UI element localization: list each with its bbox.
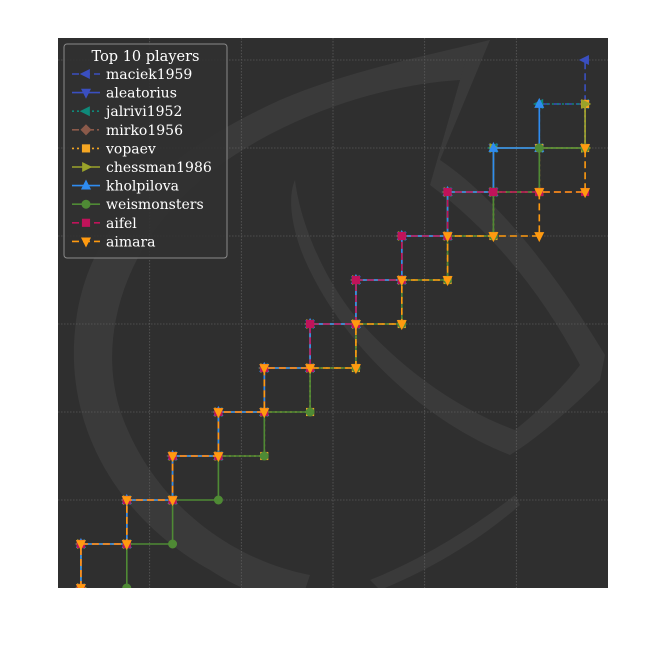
legend-marker <box>80 88 92 99</box>
legend-title: Top 10 players <box>92 49 200 65</box>
data-point <box>259 451 269 461</box>
legend-label: weismonsters <box>106 197 204 213</box>
legend-item: aleatorius <box>72 86 177 102</box>
data-point <box>580 188 591 199</box>
series-layer <box>74 54 592 588</box>
data-point <box>534 97 545 108</box>
legend-item: vopaev <box>72 141 156 157</box>
legend-item: aimara <box>72 234 156 250</box>
data-point <box>396 320 407 331</box>
legend-marker <box>82 161 93 173</box>
legend-label: jalrivi1952 <box>104 104 182 120</box>
data-point <box>305 407 315 417</box>
legend-label: kholpilova <box>106 179 179 195</box>
legend-label: aleatorius <box>106 86 177 102</box>
legend: Top 10 players maciek1959 aleatorius jalriv… <box>63 43 228 259</box>
data-point <box>442 232 453 243</box>
data-point <box>213 495 223 505</box>
data-point <box>350 364 361 375</box>
legend-label: vopaev <box>105 141 156 157</box>
data-point <box>578 54 589 66</box>
legend-marker <box>81 144 91 153</box>
legend-item: maciek1959 <box>72 67 192 83</box>
data-point <box>167 452 178 463</box>
data-point <box>351 275 360 285</box>
legend-label: maciek1959 <box>106 67 192 83</box>
data-point <box>122 583 132 588</box>
legend-marker <box>81 199 91 209</box>
legend-marker <box>80 237 92 248</box>
data-point <box>488 141 499 152</box>
data-point <box>167 496 178 507</box>
legend-label: aifel <box>106 216 137 232</box>
data-point <box>443 187 452 197</box>
data-point <box>305 364 316 375</box>
legend-label: aimara <box>106 234 156 250</box>
data-point <box>213 408 224 419</box>
legend-item: chessman1986 <box>72 160 212 176</box>
legend-label: mirko1956 <box>106 123 183 139</box>
data-point <box>488 232 499 243</box>
data-point <box>442 276 453 287</box>
data-point <box>168 539 178 549</box>
data-point <box>121 496 132 507</box>
legend-marker <box>79 68 90 80</box>
data-point <box>489 187 498 197</box>
data-point <box>306 319 315 329</box>
data-point <box>534 188 545 199</box>
data-point <box>534 143 544 153</box>
data-point <box>580 144 591 155</box>
legend-marker <box>80 124 92 136</box>
data-point <box>534 232 545 243</box>
legend-marker <box>80 179 92 190</box>
data-point <box>259 408 270 419</box>
legend-item: kholpilova <box>72 179 179 195</box>
legend-item: jalrivi1952 <box>72 104 182 120</box>
legend-item: mirko1956 <box>72 123 183 139</box>
legend-box <box>63 43 228 259</box>
data-point <box>75 584 86 588</box>
legend-marker <box>81 218 91 227</box>
legend-marker <box>79 106 90 117</box>
data-point <box>350 320 361 331</box>
data-point <box>259 364 270 375</box>
series-line <box>80 148 586 588</box>
data-point <box>121 540 132 551</box>
data-point <box>581 98 592 110</box>
data-point <box>396 276 407 287</box>
data-point <box>75 540 86 551</box>
legend-item: aifel <box>72 216 137 232</box>
series-aimara <box>75 144 591 588</box>
legend-label: chessman1986 <box>106 160 212 176</box>
data-point <box>213 452 224 463</box>
legend-item: weismonsters <box>72 197 204 213</box>
data-point <box>397 231 406 241</box>
